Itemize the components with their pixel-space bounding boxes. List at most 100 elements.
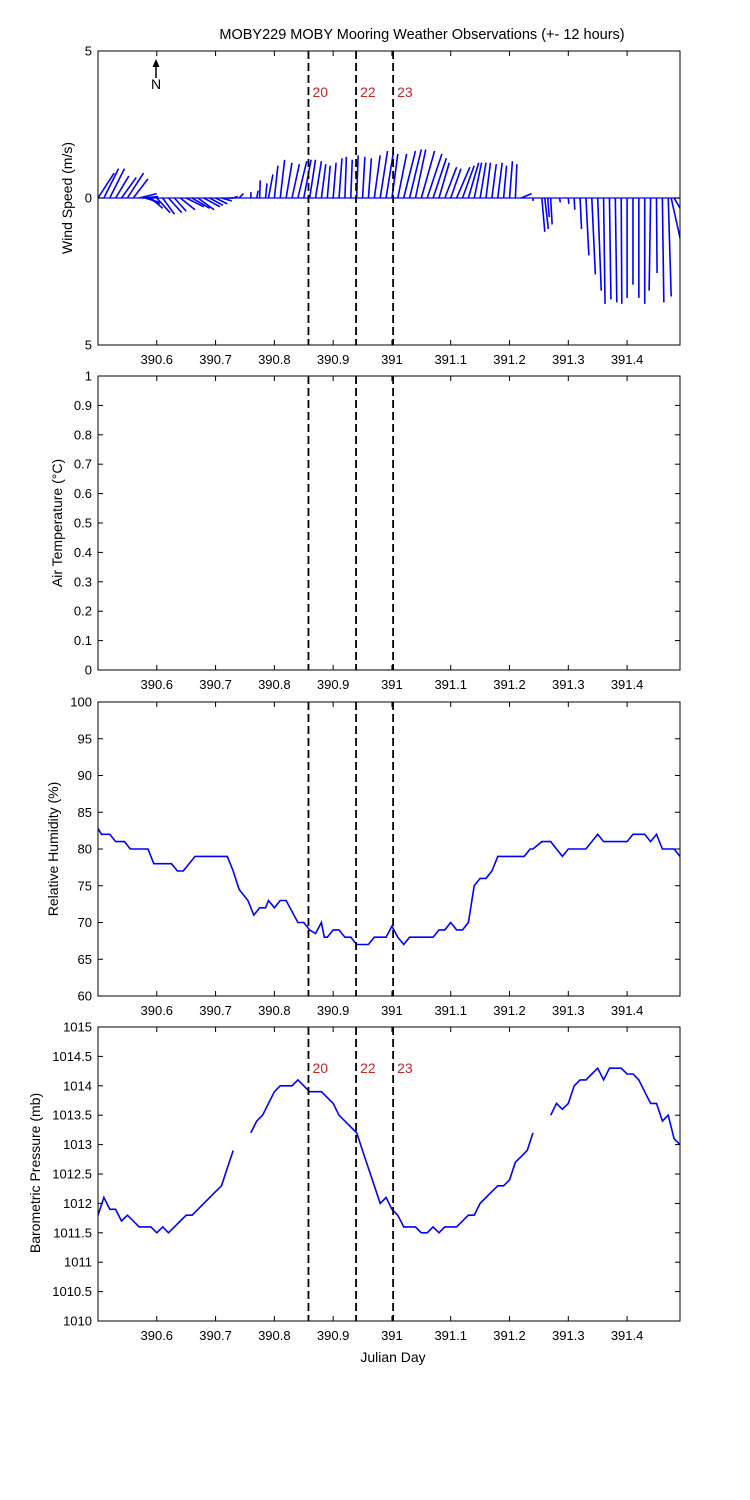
- x-tick-label: 390.7: [199, 1003, 232, 1018]
- wind-vector: [449, 168, 462, 199]
- y-tick-label: 1011: [64, 1255, 92, 1270]
- wind-vector: [543, 197, 550, 229]
- wind-vector: [414, 149, 427, 199]
- y-tick-label: 1010.5: [52, 1284, 92, 1299]
- wind-vector: [215, 197, 228, 205]
- wind-vector: [432, 158, 448, 199]
- wind-vector: [173, 197, 187, 212]
- x-tick-label: 390.6: [141, 352, 174, 367]
- event-marker-label: 23: [397, 1060, 413, 1076]
- wind-vector: [314, 161, 323, 199]
- baro-plot-frame: [97, 1026, 681, 1322]
- wind-event-markers: 20 22 23: [307, 51, 413, 345]
- air-axes: 0 0.1 0.2 0.3 0.4 0.5 0.6 0.7 0.8 0.9 1 390.6 390.7 3…: [74, 369, 681, 692]
- wind-vector: [361, 156, 366, 199]
- y-tick-label: 0.3: [74, 574, 92, 589]
- relative-humidity-panel: 60 65 70 75 80 85 90 95 100 390.6 390.7 390.8 390.9 3…: [45, 695, 681, 1018]
- wind-vector: [402, 150, 417, 199]
- x-tick-label: 390.8: [258, 677, 291, 692]
- y-tick-label: 1014.5: [52, 1049, 92, 1064]
- baro-ylabel: Barometric Pressure (mb): [27, 1093, 43, 1253]
- wind-vector: [549, 197, 553, 225]
- x-tick-label: 390.9: [317, 352, 350, 367]
- x-tick-label: 391.1: [434, 1003, 467, 1018]
- x-tick-label: 390.7: [199, 677, 232, 692]
- wind-vector: [203, 197, 221, 208]
- rh-axes: 60 65 70 75 80 85 90 95 100 390.6 390.7 390.8 390.9 3…: [70, 695, 681, 1018]
- x-tick-label: 391.1: [434, 677, 467, 692]
- wind-vector: [367, 158, 373, 199]
- y-tick-label: 0.2: [74, 604, 92, 619]
- wind-ylabel: Wind Speed (m/s): [59, 142, 75, 254]
- rh-ylabel: Relative Humidity (%): [45, 782, 61, 917]
- y-tick-label: 1014: [63, 1078, 92, 1093]
- y-tick-label: 80: [78, 842, 92, 857]
- wind-vector: [209, 197, 224, 207]
- baro-xlabel: Julian Day: [360, 1349, 425, 1365]
- wind-vector: [349, 159, 354, 199]
- wind-vector: [132, 178, 149, 199]
- x-tick-label: 391.3: [552, 677, 585, 692]
- x-tick-label: 390.8: [258, 352, 291, 367]
- x-tick-label: 390.9: [317, 677, 350, 692]
- y-tick-label: 1013.5: [52, 1108, 92, 1123]
- y-tick-label: 5: [85, 44, 92, 59]
- wind-speed-panel: 20 22 23 5 0 5 390.6 390.7 390.8 390.9 391 391.1 39…: [59, 44, 718, 367]
- x-tick-label: 391.1: [434, 1328, 467, 1343]
- wind-vector: [602, 197, 606, 304]
- y-tick-label: 75: [78, 878, 92, 893]
- wind-vectors: [98, 149, 718, 304]
- humidity-lines: [98, 827, 680, 946]
- x-tick-label: 390.9: [317, 1003, 350, 1018]
- event-marker-label: 23: [397, 84, 413, 100]
- x-tick-label: 390.6: [141, 677, 174, 692]
- wind-vector: [485, 162, 492, 199]
- wind-vector: [385, 152, 395, 199]
- y-tick-label: 95: [78, 731, 92, 746]
- wind-vector: [185, 197, 205, 208]
- wind-vector: [167, 197, 183, 214]
- air-temperature-panel: 0 0.1 0.2 0.3 0.4 0.5 0.6 0.7 0.8 0.9 1 390.6 390.7 3…: [49, 369, 681, 692]
- y-tick-label: 1013: [63, 1137, 92, 1152]
- x-tick-label: 391.4: [611, 677, 644, 692]
- pressure-lines: [98, 1066, 680, 1234]
- event-marker-label: 20: [312, 84, 328, 100]
- wind-vector: [596, 197, 603, 291]
- x-tick-label: 390.8: [258, 1003, 291, 1018]
- figure-title: MOBY229 MOBY Mooring Weather Observation…: [219, 27, 624, 43]
- wind-vector: [267, 174, 274, 199]
- y-tick-label: 0.9: [74, 398, 92, 413]
- wind-vector: [273, 165, 279, 199]
- wind-vector: [338, 158, 343, 199]
- y-tick-label: 0.1: [74, 633, 92, 648]
- y-tick-label: 1012.5: [52, 1167, 92, 1182]
- wind-vector: [655, 197, 658, 273]
- y-tick-label: 0.6: [74, 486, 92, 501]
- x-tick-label: 391: [381, 1328, 403, 1343]
- wind-vector: [114, 175, 130, 199]
- y-tick-label: 1012: [63, 1196, 92, 1211]
- wind-vector: [279, 159, 286, 199]
- wind-vector: [285, 162, 293, 199]
- x-tick-label: 391.4: [611, 1003, 644, 1018]
- wind-vector: [558, 197, 562, 203]
- rh-plot-frame: [97, 701, 681, 997]
- wind-vector: [103, 168, 120, 199]
- wind-vector: [291, 164, 301, 199]
- wind-vector: [420, 150, 436, 199]
- rh-event-markers: [307, 702, 395, 996]
- wind-vector: [308, 159, 317, 199]
- wind-vector: [573, 197, 576, 210]
- x-tick-label: 390.6: [141, 1003, 174, 1018]
- wind-vector: [191, 197, 211, 209]
- x-tick-label: 391.1: [434, 352, 467, 367]
- wind-vector: [692, 195, 718, 198]
- wind-vector: [648, 197, 652, 291]
- wind-vector: [344, 156, 348, 199]
- north-arrowhead-icon: [152, 59, 160, 67]
- x-tick-label: 391.2: [493, 352, 526, 367]
- y-tick-label: 60: [78, 989, 92, 1004]
- wind-vector: [332, 162, 337, 199]
- air-event-markers: [307, 376, 395, 670]
